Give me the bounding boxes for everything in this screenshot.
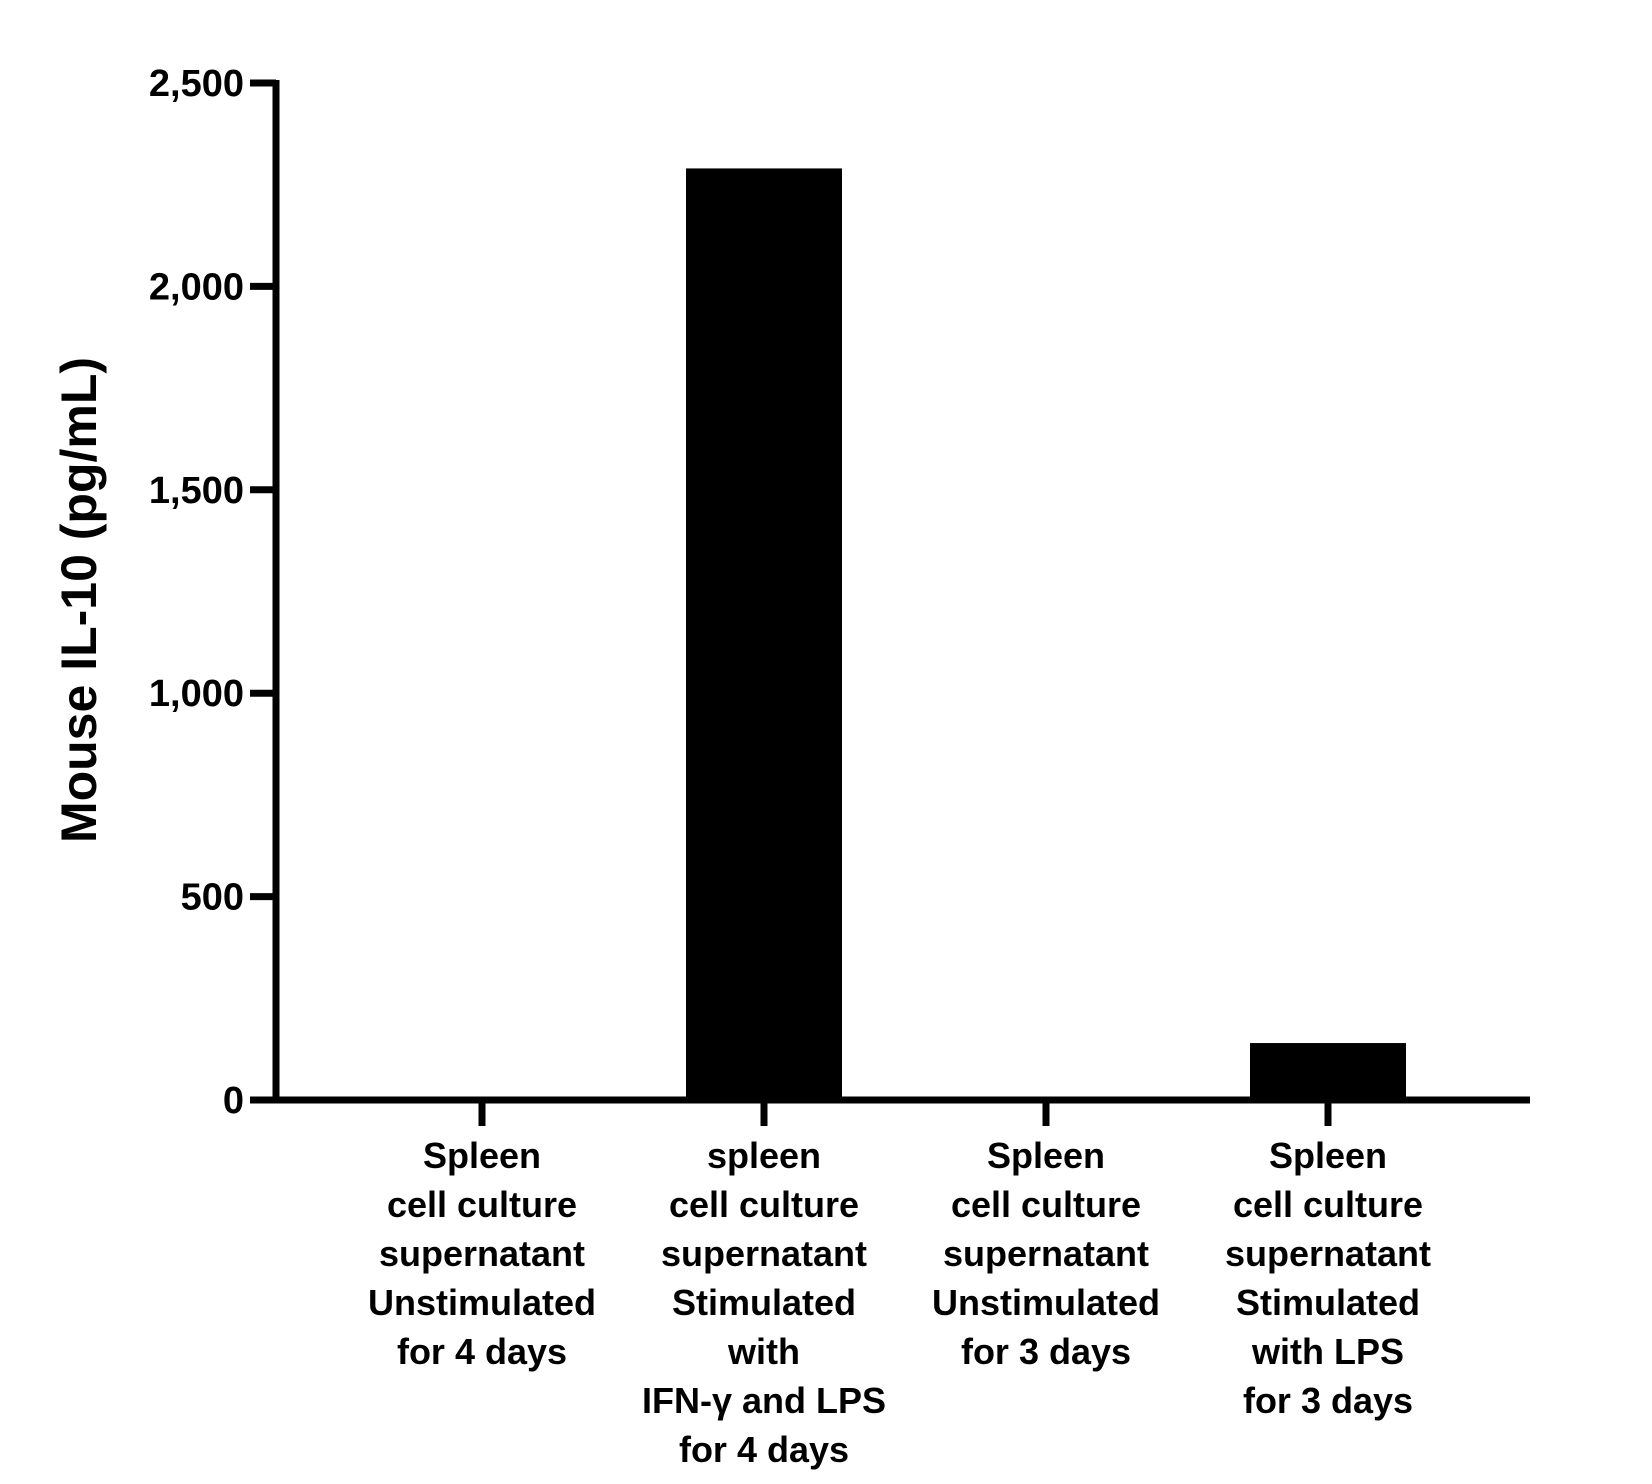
x-tick-label-line: supernatant [379, 1233, 585, 1274]
y-axis-label-group: Mouse IL-10 (pg/mL) [51, 357, 107, 843]
x-tick-label-line: cell culture [669, 1184, 859, 1225]
x-tick-label-line: for 3 days [961, 1331, 1131, 1372]
y-axis-label: Mouse IL-10 (pg/mL) [51, 357, 107, 843]
x-tick-label-line: Unstimulated [932, 1282, 1160, 1323]
y-axis-ticks: 0 500 1,000 1,500 2,000 2,500 [149, 63, 276, 1122]
bars [686, 168, 1406, 1101]
axes [272, 80, 1530, 1104]
x-tick-label-line: Unstimulated [368, 1282, 596, 1323]
x-tick-label-line: cell culture [387, 1184, 577, 1225]
x-tick-label-line: Stimulated [672, 1282, 856, 1323]
x-tick-label-line: for 4 days [397, 1331, 567, 1372]
x-tick-label-3: Spleen cell culture supernatant Unstimulate… [932, 1135, 1160, 1372]
y-tick-label-1000: 1,000 [149, 673, 244, 715]
x-tick-label-line: supernatant [1225, 1233, 1431, 1274]
x-tick-label-line: cell culture [951, 1184, 1141, 1225]
bar-4 [1250, 1043, 1406, 1100]
x-tick-label-line: supernatant [943, 1233, 1149, 1274]
x-tick-label-2: spleen cell culture supernatant Stimulated w… [642, 1135, 886, 1470]
x-tick-label-4: Spleen cell culture supernatant Stimulated w… [1225, 1135, 1431, 1421]
x-axis-ticks: Spleen cell culture supernatant Unstimulate… [368, 1100, 1431, 1470]
x-tick-label-line: Spleen [1269, 1135, 1387, 1176]
y-tick-label-1500: 1,500 [149, 470, 244, 512]
y-tick-label-2500: 2,500 [149, 63, 244, 105]
y-tick-label-2000: 2,000 [149, 266, 244, 308]
x-tick-label-line: IFN-γ and LPS [642, 1380, 886, 1421]
x-tick-label-line: Stimulated [1236, 1282, 1420, 1323]
x-tick-label-line: spleen [707, 1135, 821, 1176]
x-tick-label-line: for 3 days [1243, 1380, 1413, 1421]
x-tick-label-line: supernatant [661, 1233, 867, 1274]
y-tick-label-500: 500 [181, 877, 244, 919]
x-tick-label-line: with [727, 1331, 800, 1372]
x-tick-label-line: with LPS [1251, 1331, 1404, 1372]
x-tick-label-line: Spleen [987, 1135, 1105, 1176]
x-tick-label-line: Spleen [423, 1135, 541, 1176]
x-tick-label-1: Spleen cell culture supernatant Unstimulate… [368, 1135, 596, 1372]
x-tick-label-line: cell culture [1233, 1184, 1423, 1225]
bar-2 [686, 168, 842, 1101]
y-tick-label-0: 0 [223, 1080, 244, 1122]
x-tick-label-line: for 4 days [679, 1429, 849, 1470]
